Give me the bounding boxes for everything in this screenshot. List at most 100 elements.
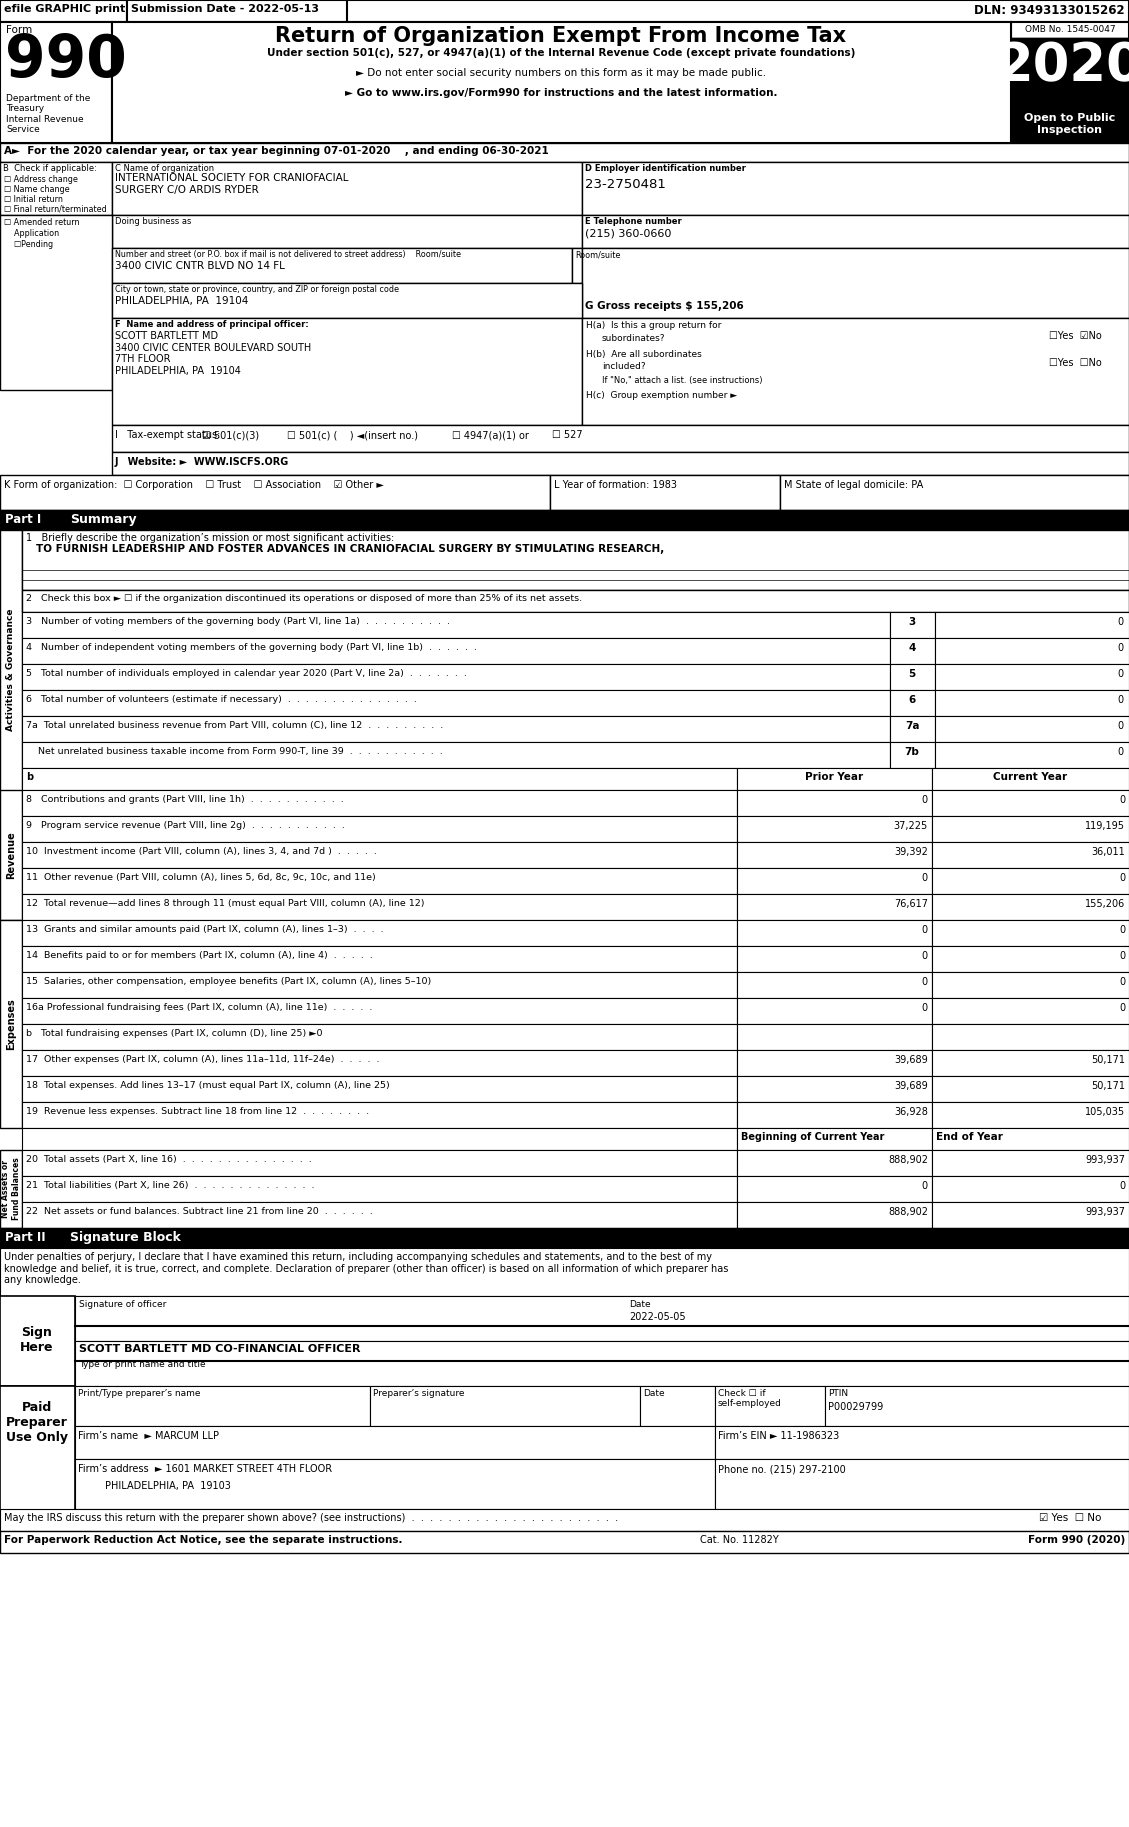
Bar — [21, 1127, 737, 1149]
Bar — [0, 530, 21, 809]
Text: L Year of formation: 1983: L Year of formation: 1983 — [554, 481, 677, 490]
Bar — [75, 1427, 715, 1460]
Text: C Name of organization: C Name of organization — [115, 164, 215, 174]
Text: 4   Number of independent voting members of the governing body (Part VI, line 1b: 4 Number of independent voting members o… — [26, 643, 476, 652]
Text: Current Year: Current Year — [992, 773, 1067, 782]
Text: 14  Benefits paid to or for members (Part IX, column (A), line 4)  .  .  .  .  .: 14 Benefits paid to or for members (Part… — [26, 952, 373, 959]
Bar — [0, 1509, 1129, 1531]
Text: Paid
Preparer
Use Only: Paid Preparer Use Only — [6, 1401, 68, 1443]
Text: 2   Check this box ► ☐ if the organization discontinued its operations or dispos: 2 Check this box ► ☐ if the organization… — [26, 594, 583, 603]
Text: Prior Year: Prior Year — [805, 773, 863, 782]
Bar — [933, 1202, 1129, 1228]
Text: E Telephone number: E Telephone number — [585, 217, 682, 227]
Text: Expenses: Expenses — [6, 998, 16, 1051]
Bar — [75, 1460, 715, 1509]
Bar — [715, 1460, 1129, 1509]
Text: 0: 0 — [1118, 669, 1124, 680]
Text: D Employer identification number: D Employer identification number — [585, 164, 746, 174]
Text: 8   Contributions and grants (Part VIII, line 1h)  .  .  .  .  .  .  .  .  .  . : 8 Contributions and grants (Part VIII, l… — [26, 795, 343, 804]
Text: TO FURNISH LEADERSHIP AND FOSTER ADVANCES IN CRANIOFACIAL SURGERY BY STIMULATING: TO FURNISH LEADERSHIP AND FOSTER ADVANCE… — [36, 544, 664, 554]
Bar — [21, 530, 1129, 590]
Bar — [737, 1076, 933, 1102]
Text: 12  Total revenue—add lines 8 through 11 (must equal Part VIII, column (A), line: 12 Total revenue—add lines 8 through 11 … — [26, 899, 425, 908]
Text: subordinates?: subordinates? — [602, 334, 665, 343]
Text: 18  Total expenses. Add lines 13–17 (must equal Part IX, column (A), line 25): 18 Total expenses. Add lines 13–17 (must… — [26, 1082, 390, 1091]
Text: SCOTT BARTLETT MD
3400 CIVIC CENTER BOULEVARD SOUTH
7TH FLOOR
PHILADELPHIA, PA  : SCOTT BARTLETT MD 3400 CIVIC CENTER BOUL… — [115, 331, 312, 376]
Bar — [75, 1341, 1129, 1387]
Text: ☑ Yes  ☐ No: ☑ Yes ☐ No — [1039, 1513, 1102, 1524]
Text: 36,928: 36,928 — [894, 1107, 928, 1116]
Text: Signature of officer: Signature of officer — [79, 1301, 166, 1308]
Text: ☑ 501(c)(3): ☑ 501(c)(3) — [202, 429, 260, 440]
Bar — [21, 893, 737, 921]
Text: K Form of organization:  ☐ Corporation    ☐ Trust    ☐ Association    ☑ Other ►: K Form of organization: ☐ Corporation ☐ … — [5, 481, 384, 490]
Text: 15  Salaries, other compensation, employee benefits (Part IX, column (A), lines : 15 Salaries, other compensation, employe… — [26, 977, 431, 987]
Text: ☐Yes  ☑No: ☐Yes ☑No — [1049, 331, 1102, 342]
Text: 0: 0 — [1119, 795, 1124, 806]
Bar — [21, 1076, 737, 1102]
Text: PHILADELPHIA, PA  19104: PHILADELPHIA, PA 19104 — [115, 296, 248, 305]
Bar — [21, 789, 737, 817]
Text: Print/Type preparer’s name: Print/Type preparer’s name — [78, 1389, 201, 1398]
Text: I   Tax-exempt status:: I Tax-exempt status: — [115, 429, 220, 440]
Text: 119,195: 119,195 — [1085, 820, 1124, 831]
Text: 3400 CIVIC CNTR BLVD NO 14 FL: 3400 CIVIC CNTR BLVD NO 14 FL — [115, 261, 285, 270]
Text: 9   Program service revenue (Part VIII, line 2g)  .  .  .  .  .  .  .  .  .  .  : 9 Program service revenue (Part VIII, li… — [26, 820, 344, 829]
Text: Return of Organization Exempt From Income Tax: Return of Organization Exempt From Incom… — [275, 26, 847, 46]
Bar — [737, 767, 933, 789]
Text: Firm’s EIN ► 11-1986323: Firm’s EIN ► 11-1986323 — [718, 1431, 839, 1442]
Text: Part II: Part II — [5, 1231, 45, 1244]
Bar — [890, 742, 935, 767]
Bar — [112, 248, 572, 283]
Text: 37,225: 37,225 — [894, 820, 928, 831]
Bar — [112, 163, 583, 216]
Text: b: b — [26, 773, 33, 782]
Text: 0: 0 — [922, 952, 928, 961]
Bar — [1010, 110, 1129, 143]
Text: H(c)  Group exemption number ►: H(c) Group exemption number ► — [586, 391, 737, 400]
Text: Department of the
Treasury
Internal Revenue
Service: Department of the Treasury Internal Reve… — [6, 93, 90, 133]
Text: M State of legal domicile: PA: M State of legal domicile: PA — [784, 481, 924, 490]
Text: H(a)  Is this a group return for: H(a) Is this a group return for — [586, 322, 721, 331]
Text: 0: 0 — [922, 924, 928, 935]
Text: Firm’s address  ► 1601 MARKET STREET 4TH FLOOR: Firm’s address ► 1601 MARKET STREET 4TH … — [78, 1463, 332, 1474]
Text: Summary: Summary — [70, 513, 137, 526]
Bar — [935, 638, 1129, 663]
Text: Doing business as: Doing business as — [115, 217, 192, 227]
Bar — [737, 842, 933, 868]
Text: 50,171: 50,171 — [1091, 1082, 1124, 1091]
Text: 17  Other expenses (Part IX, column (A), lines 11a–11d, 11f–24e)  .  .  .  .  .: 17 Other expenses (Part IX, column (A), … — [26, 1054, 379, 1063]
Bar — [21, 691, 890, 716]
Text: Sign
Here: Sign Here — [20, 1326, 54, 1354]
Bar — [890, 612, 935, 638]
Text: Firm’s name  ► MARCUM LLP: Firm’s name ► MARCUM LLP — [78, 1431, 219, 1442]
Bar — [890, 716, 935, 742]
Bar — [933, 767, 1129, 789]
Bar — [0, 143, 1129, 163]
Text: 2020: 2020 — [997, 40, 1129, 91]
Text: Preparer’s signature: Preparer’s signature — [373, 1389, 464, 1398]
Bar — [583, 248, 1129, 318]
Text: 0: 0 — [922, 1003, 928, 1012]
Text: Under section 501(c), 527, or 4947(a)(1) of the Internal Revenue Code (except pr: Under section 501(c), 527, or 4947(a)(1)… — [266, 48, 855, 58]
Bar — [21, 868, 737, 893]
Text: For Paperwork Reduction Act Notice, see the separate instructions.: For Paperwork Reduction Act Notice, see … — [5, 1535, 403, 1546]
Text: Room/suite: Room/suite — [575, 250, 620, 259]
Text: H(b)  Are all subordinates: H(b) Are all subordinates — [586, 351, 702, 358]
Text: ☐Pending: ☐Pending — [5, 239, 53, 248]
Text: 1   Briefly describe the organization’s mission or most significant activities:: 1 Briefly describe the organization’s mi… — [26, 533, 394, 543]
Bar — [21, 742, 890, 767]
Text: Date: Date — [644, 1389, 665, 1398]
Bar — [21, 1177, 737, 1202]
Bar — [737, 921, 933, 946]
Bar — [112, 283, 583, 318]
Bar — [112, 451, 1129, 475]
Text: 0: 0 — [1119, 1003, 1124, 1012]
Bar — [21, 1023, 737, 1051]
Bar — [21, 842, 737, 868]
Bar — [0, 1248, 1129, 1295]
Text: 3   Number of voting members of the governing body (Part VI, line 1a)  .  .  .  : 3 Number of voting members of the govern… — [26, 618, 450, 627]
Text: Revenue: Revenue — [6, 831, 16, 879]
Text: 11  Other revenue (Part VIII, column (A), lines 5, 6d, 8c, 9c, 10c, and 11e): 11 Other revenue (Part VIII, column (A),… — [26, 873, 376, 882]
Text: ☐ Amended return: ☐ Amended return — [5, 217, 79, 227]
